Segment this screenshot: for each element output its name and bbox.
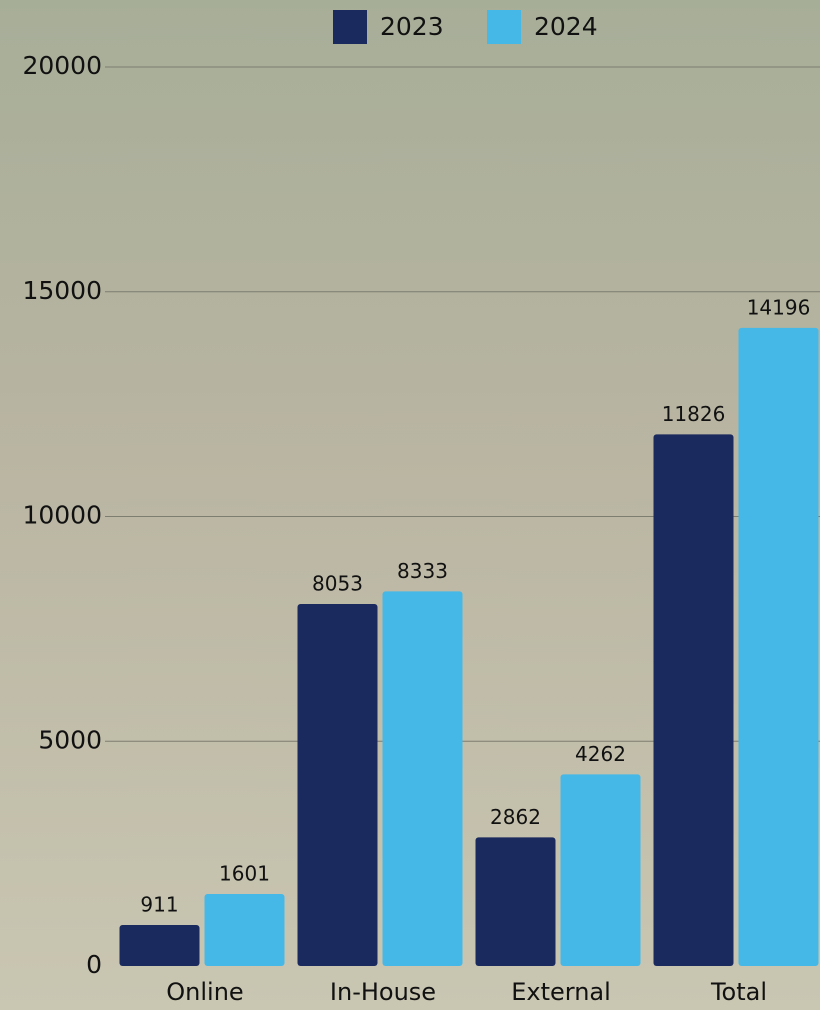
value-label: 11826: [662, 402, 726, 426]
bar: [297, 604, 378, 966]
bar: [204, 894, 285, 966]
bar: [738, 327, 819, 967]
bar: [653, 434, 734, 967]
legend-label: 2023: [380, 12, 444, 41]
legend-label: 2024: [534, 12, 598, 41]
bar: [382, 591, 463, 966]
x-tick-label: Online: [166, 978, 243, 1006]
bar: [475, 837, 556, 966]
value-label: 14196: [747, 295, 811, 319]
legend-swatch: [333, 10, 367, 44]
y-tick-label: 20000: [22, 51, 102, 80]
x-tick-label: In-House: [330, 978, 436, 1006]
y-tick-label: 15000: [22, 276, 102, 305]
y-tick-label: 5000: [38, 725, 102, 754]
bar: [560, 774, 641, 966]
x-tick-label: Total: [710, 978, 767, 1006]
bar: [119, 925, 200, 966]
value-label: 8053: [312, 572, 363, 596]
y-tick-label: 0: [86, 950, 102, 979]
value-label: 4262: [575, 742, 626, 766]
value-label: 911: [140, 893, 178, 917]
x-tick-label: External: [511, 978, 611, 1006]
value-label: 1601: [219, 862, 270, 886]
legend-swatch: [487, 10, 521, 44]
value-label: 2862: [490, 805, 541, 829]
y-tick-label: 10000: [22, 501, 102, 530]
value-label: 8333: [397, 559, 448, 583]
